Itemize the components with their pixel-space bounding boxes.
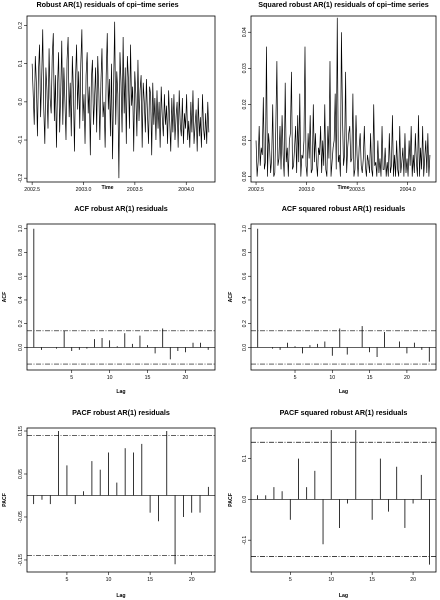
y-tick-label: 0.4 (242, 296, 248, 303)
x-tick-label: 20 (404, 375, 410, 381)
y-tick-label: 0.2 (18, 22, 24, 29)
y-tick-label: -0.1 (242, 536, 248, 545)
y-tick-label: -0.05 (18, 511, 24, 523)
x-tick-label: 20 (410, 577, 416, 583)
x-tick-label: 2003.5 (349, 187, 365, 193)
x-tick-label: 2003.0 (76, 187, 92, 193)
y-tick-label: 0.1 (242, 455, 248, 462)
y-tick-label: 1.0 (18, 225, 24, 232)
panel-pacf-squared-residuals: PACF squared robust AR(1) residuals Lag … (228, 408, 437, 599)
x-tick-label: 20 (183, 375, 189, 381)
x-axis-label: Lag (116, 593, 125, 599)
y-tick-label: 0.15 (18, 426, 24, 436)
y-tick-label: 0.6 (18, 273, 24, 280)
x-tick-label: 20 (189, 577, 195, 583)
y-tick-label: 0.01 (242, 135, 248, 145)
x-tick-label: 15 (367, 375, 373, 381)
x-tick-label: 15 (147, 577, 153, 583)
chart-title: ACF robust AR(1) residuals (74, 204, 168, 213)
plot-frame (250, 427, 437, 573)
y-tick-label: 0.0 (18, 98, 24, 105)
chart-title: PACF squared robust AR(1) residuals (280, 408, 408, 417)
y-tick-label: 0.2 (242, 320, 248, 327)
chart-title: ACF squared robust AR(1) residuals (282, 204, 406, 213)
x-tick-label: 5 (65, 577, 68, 583)
y-tick-label: 0.8 (18, 249, 24, 256)
y-tick-label: -0.2 (18, 174, 24, 183)
y-tick-label: 0.02 (242, 99, 248, 109)
panel-ts-squared-residuals: Squared robust AR(1) residuals of cpi−ti… (242, 0, 437, 193)
x-tick-label: 15 (145, 375, 151, 381)
y-axis-label: ACF (2, 292, 8, 303)
y-tick-label: 0.05 (18, 469, 24, 479)
x-tick-label: 10 (107, 375, 113, 381)
x-tick-label: 2004.0 (178, 187, 194, 193)
y-tick-label: 0.1 (18, 60, 24, 67)
x-tick-label: 2003.5 (127, 187, 143, 193)
y-axis-label: PACF (2, 493, 8, 507)
y-axis-label: ACF (228, 292, 234, 303)
y-tick-label: 0.2 (18, 320, 24, 327)
y-axis-label: PACF (228, 493, 234, 507)
x-tick-label: 10 (329, 375, 335, 381)
x-axis-label: Time (101, 185, 113, 191)
x-axis-label: Lag (339, 389, 348, 395)
y-tick-label: 0.0 (242, 496, 248, 503)
x-tick-label: 2002.5 (248, 187, 264, 193)
x-tick-label: 2003.0 (299, 187, 315, 193)
y-tick-label: -0.15 (18, 554, 24, 566)
y-tick-label: 0.8 (242, 249, 248, 256)
x-axis-label: Lag (339, 593, 348, 599)
plot-frame (26, 15, 216, 183)
y-tick-label: 0.0 (242, 344, 248, 351)
panel-pacf-residuals: PACF robust AR(1) residuals Lag PACF 5 10… (2, 408, 216, 599)
x-tick-label: 15 (369, 577, 375, 583)
plot-frame (250, 15, 437, 183)
x-tick-label: 2004.0 (400, 187, 416, 193)
plot-frame (26, 223, 216, 371)
x-axis-label: Time (337, 185, 349, 191)
plot-frame (26, 427, 216, 573)
panel-acf-squared-residuals: ACF squared robust AR(1) residuals Lag A… (228, 204, 437, 395)
x-axis-label: Lag (116, 389, 125, 395)
y-tick-label: 0.0 (18, 344, 24, 351)
x-tick-label: 10 (328, 577, 334, 583)
y-tick-label: 0.03 (242, 63, 248, 73)
panel-ts-residuals: Robust AR(1) residuals of cpi−time serie… (18, 0, 216, 193)
chart-title: Squared robust AR(1) residuals of cpi−ti… (258, 0, 429, 9)
y-tick-label: 0.6 (242, 273, 248, 280)
chart-title: Robust AR(1) residuals of cpi−time serie… (36, 0, 178, 9)
x-tick-label: 5 (70, 375, 73, 381)
series-line (255, 17, 431, 177)
x-tick-label: 5 (289, 577, 292, 583)
series-line (31, 21, 210, 179)
y-tick-label: 0.04 (242, 27, 248, 37)
plot-frame (250, 223, 437, 371)
chart-title: PACF robust AR(1) residuals (72, 408, 170, 417)
panel-acf-residuals: ACF robust AR(1) residuals Lag ACF 5 10 15… (2, 204, 216, 395)
y-tick-label: 0.4 (18, 296, 24, 303)
x-tick-label: 5 (294, 375, 297, 381)
y-tick-label: 0.00 (242, 171, 248, 181)
x-tick-label: 2002.5 (24, 187, 40, 193)
y-tick-label: -0.1 (18, 135, 24, 144)
x-tick-label: 10 (106, 577, 112, 583)
y-tick-label: 1.0 (242, 225, 248, 232)
